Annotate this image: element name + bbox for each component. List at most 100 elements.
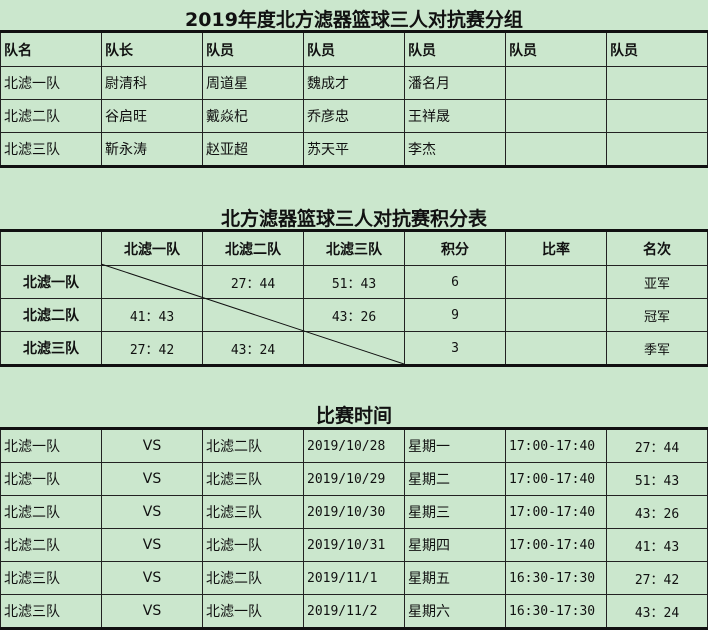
standings-title: 北方滤器篮球三人对抗赛积分表: [220, 208, 487, 230]
table-cell: [505, 99, 607, 133]
table-cell: 北滤一队: [0, 428, 102, 463]
table-cell: [505, 298, 607, 332]
table-cell: 51：43: [606, 462, 708, 496]
table-cell: [303, 331, 405, 366]
table-cell: 北滤二队: [0, 495, 102, 529]
table-cell: 16:30-17:30: [505, 594, 607, 629]
table-cell: VS: [101, 428, 203, 463]
table-cell: 北滤三队: [0, 561, 102, 595]
table-cell: 北滤二队: [0, 298, 102, 332]
header-row: 队名 队长 队员 队员 队员 队员 队员: [0, 31, 708, 67]
table-row: 北滤二队 VS 北滤三队 2019/10/30 星期三 17:00-17:40 43：26: [0, 495, 708, 529]
table-cell: 潘名月: [404, 66, 506, 100]
column-header: 队员: [303, 31, 405, 67]
table-cell: 41：43: [606, 528, 708, 562]
header-row: 北滤一队 北滤二队 北滤三队 积分 比率 名次: [0, 230, 708, 266]
column-header: 队员: [404, 31, 506, 67]
column-header: 队员: [505, 31, 607, 67]
column-header: 北滤二队: [202, 230, 304, 266]
table-row: 北滤一队 VS 北滤三队 2019/10/29 星期二 17:00-17:40 51：43: [0, 462, 708, 496]
table-cell: 9: [404, 298, 506, 332]
table-cell: 43：24: [202, 331, 304, 366]
table-cell: 3: [404, 331, 506, 366]
table-cell: 冠军: [606, 298, 708, 332]
column-header: 队名: [0, 31, 102, 67]
table-cell: 17:00-17:40: [505, 428, 607, 463]
table-cell: 季军: [606, 331, 708, 366]
table-cell: VS: [101, 561, 203, 595]
table-cell: [606, 66, 708, 100]
table-row: 北滤二队 41：43 43：26 9 冠军: [0, 298, 708, 332]
table-cell: 27：44: [202, 265, 304, 299]
table-cell: 2019/10/28: [303, 428, 405, 463]
table-cell: [505, 66, 607, 100]
table-cell: [505, 331, 607, 366]
table-cell: [202, 298, 304, 332]
grouping-table: 队名 队长 队员 队员 队员 队员 队员 北滤一队 尉清科 周道星 魏成才 潘名月 北滤二队 谷启旺 戴焱杞…: [0, 30, 708, 168]
table-cell: 41：43: [101, 298, 203, 332]
table-cell: 北滤一队: [0, 265, 102, 299]
table-row: 北滤一队 VS 北滤二队 2019/10/28 星期一 17:00-17:40 27：44: [0, 428, 708, 463]
table-cell: [505, 265, 607, 299]
table-cell: [101, 265, 203, 299]
column-header: 北滤三队: [303, 230, 405, 266]
table-cell: 星期四: [404, 528, 506, 562]
table-cell: 谷启旺: [101, 99, 203, 133]
table-cell: [606, 99, 708, 133]
table-cell: 2019/10/31: [303, 528, 405, 562]
table-cell: 星期一: [404, 428, 506, 463]
table-cell: 魏成才: [303, 66, 405, 100]
table-cell: 43：26: [606, 495, 708, 529]
table-cell: 北滤一队: [202, 528, 304, 562]
table-cell: 戴焱杞: [202, 99, 304, 133]
table-cell: 北滤三队: [0, 331, 102, 366]
table-cell: 李杰: [404, 132, 506, 167]
table-cell: [505, 132, 607, 167]
table-cell: 27：44: [606, 428, 708, 463]
table-cell: 北滤二队: [0, 99, 102, 133]
table-cell: 27：42: [101, 331, 203, 366]
table-cell: 星期五: [404, 561, 506, 595]
grouping-title: 2019年度北方滤器篮球三人对抗赛分组: [185, 9, 523, 31]
table-cell: 北滤一队: [0, 462, 102, 496]
table-row: 北滤三队 VS 北滤一队 2019/11/2 星期六 16:30-17:30 43：24: [0, 594, 708, 629]
table-cell: 北滤三队: [0, 594, 102, 629]
table-cell: 北滤三队: [0, 132, 102, 167]
column-header: 积分: [404, 230, 506, 266]
table-cell: VS: [101, 495, 203, 529]
table-cell: 51：43: [303, 265, 405, 299]
table-cell: 17:00-17:40: [505, 462, 607, 496]
table-cell: VS: [101, 462, 203, 496]
table-cell: 北滤一队: [0, 66, 102, 100]
table-cell: 43：26: [303, 298, 405, 332]
table-row: 北滤三队 27：42 43：24 3 季军: [0, 331, 708, 366]
column-header: 名次: [606, 230, 708, 266]
standings-table: 北滤一队 北滤二队 北滤三队 积分 比率 名次 北滤一队 27：44 51：43 6 亚军 北滤二队 4…: [0, 229, 708, 367]
column-header: [0, 230, 102, 266]
table-row: 北滤一队 尉清科 周道星 魏成才 潘名月: [0, 66, 708, 100]
table-row: 北滤二队 谷启旺 戴焱杞 乔彦忠 王祥晟: [0, 99, 708, 133]
table-row: 北滤三队 VS 北滤二队 2019/11/1 星期五 16:30-17:30 27：42: [0, 561, 708, 595]
table-cell: 星期六: [404, 594, 506, 629]
table-cell: 王祥晟: [404, 99, 506, 133]
table-cell: VS: [101, 528, 203, 562]
table-cell: 27：42: [606, 561, 708, 595]
table-cell: 尉清科: [101, 66, 203, 100]
table-cell: 星期二: [404, 462, 506, 496]
table-cell: 北滤二队: [0, 528, 102, 562]
table-cell: 43：24: [606, 594, 708, 629]
schedule-table: 北滤一队 VS 北滤二队 2019/10/28 星期一 17:00-17:40 27：44 北…: [0, 427, 708, 630]
table-cell: 北滤三队: [202, 462, 304, 496]
column-header: 北滤一队: [101, 230, 203, 266]
table-cell: 北滤二队: [202, 428, 304, 463]
table-cell: [606, 132, 708, 167]
table-cell: 17:00-17:40: [505, 528, 607, 562]
table-cell: 苏天平: [303, 132, 405, 167]
table-cell: 17:00-17:40: [505, 495, 607, 529]
schedule-title: 比赛时间: [315, 405, 392, 427]
table-cell: 2019/10/29: [303, 462, 405, 496]
table-row: 北滤三队 靳永涛 赵亚超 苏天平 李杰: [0, 132, 708, 167]
table-cell: 周道星: [202, 66, 304, 100]
column-header: 比率: [505, 230, 607, 266]
table-cell: 乔彦忠: [303, 99, 405, 133]
